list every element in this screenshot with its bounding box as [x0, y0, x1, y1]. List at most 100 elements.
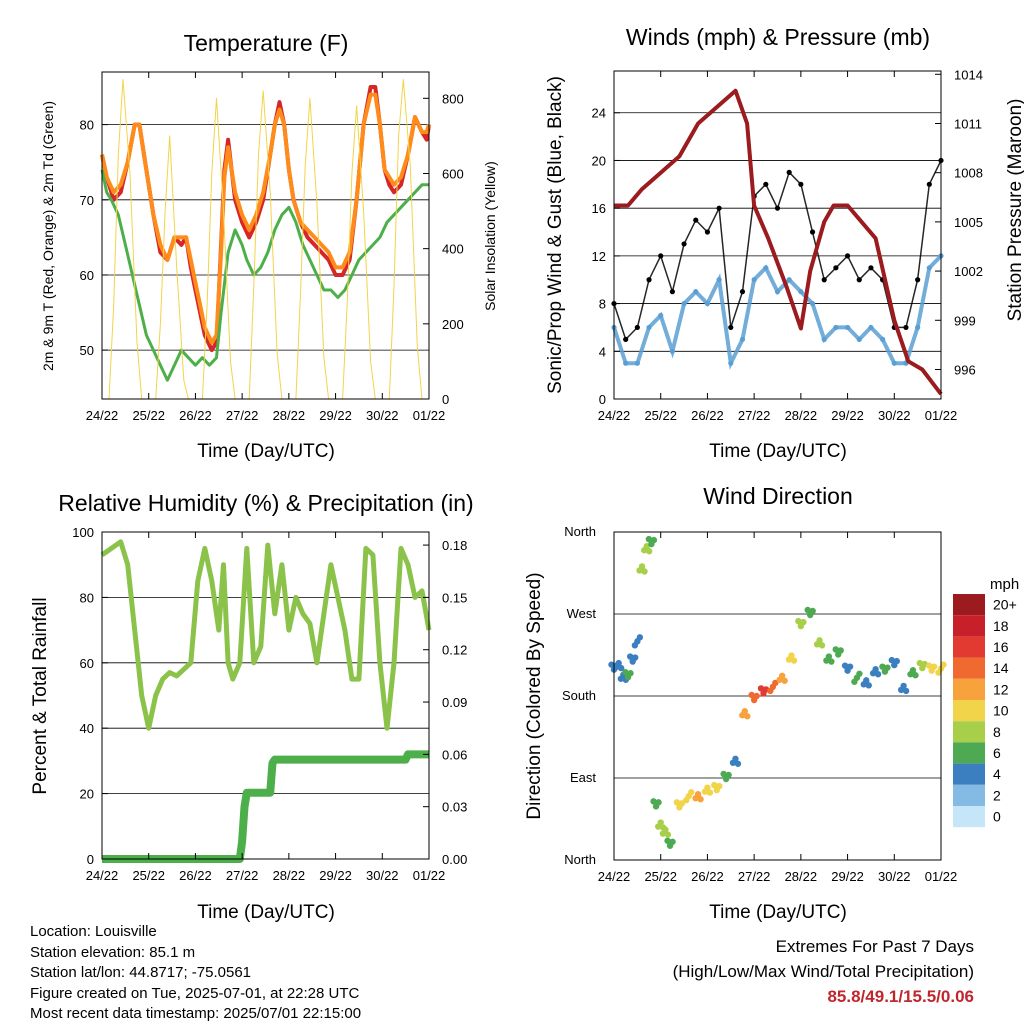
x-tick-label: 01/22 [925, 408, 958, 423]
colorbar-label: 8 [993, 724, 1001, 740]
humidity-ylabel-left: Percent & Total Rainfall [30, 597, 51, 794]
y2-tick-label: 200 [442, 317, 464, 332]
direction-point [617, 664, 625, 672]
direction-point [879, 663, 886, 670]
x-tick-label: 24/22 [598, 869, 631, 884]
x-tick-label: 28/22 [273, 868, 306, 883]
direction-point [912, 672, 919, 679]
direction-point [704, 784, 711, 791]
direction-point [790, 657, 798, 664]
direction-point [778, 672, 786, 679]
colorbar-label: 4 [993, 766, 1001, 782]
colorbar-swatch [953, 657, 985, 679]
direction-point [626, 653, 634, 660]
y-tick-label: North [564, 524, 596, 539]
humidity-plot-frame [101, 531, 430, 860]
temperature-title: Temperature (F) [184, 30, 349, 56]
y2-tick-label: 1005 [954, 215, 983, 230]
colorbar-label: 2 [993, 787, 1001, 803]
y2-tick-label: 996 [954, 362, 976, 377]
colorbar-label: 0 [993, 809, 1001, 825]
direction-point [940, 661, 947, 668]
x-tick-label: 26/22 [691, 869, 724, 884]
winds-ylabel-right: Station Pressure (Maroon) [1005, 99, 1024, 322]
x-tick-label: 25/22 [644, 408, 677, 423]
station-info: Location: Louisville Station elevation: … [30, 922, 361, 1025]
colorbar-title: mph [990, 576, 1019, 593]
x-tick-label: 26/22 [179, 408, 212, 423]
y2-tick-label: 0.18 [442, 538, 467, 553]
direction-point [795, 617, 802, 625]
y-tick-label: 40 [80, 721, 94, 736]
direction-point [694, 791, 702, 798]
direction-point [631, 654, 639, 661]
direction-point [641, 568, 648, 575]
x-tick-label: 28/22 [785, 408, 818, 423]
y2-tick-label: 0.09 [442, 695, 467, 710]
winds-panel: Winds (mph) & Pressure (mb) 24/22 25/22 26… [545, 24, 1024, 462]
y-tick-label: 0 [87, 852, 94, 867]
temperature-xlabel: Time (Day/UTC) [197, 441, 335, 462]
x-tick-label: 25/22 [644, 869, 677, 884]
temperature-panel: Temperature (F) 24/22 25/22 26/22 27/22 28/2… [40, 30, 498, 462]
temperature-ylabel-right: Solar Insolation (Yellow) [482, 161, 498, 311]
x-tick-label: 26/22 [179, 868, 212, 883]
x-tick-label: 24/22 [86, 408, 119, 423]
y-tick-label: 60 [80, 656, 94, 671]
y-tick-label: South [562, 688, 596, 703]
direction-point [818, 642, 826, 649]
x-tick-label: 25/22 [132, 868, 165, 883]
extremes-values: 85.8/49.1/15.5/0.06 [827, 987, 974, 1006]
y-tick-label: 4 [599, 344, 606, 359]
direction-point [900, 682, 907, 690]
y-tick-label: 80 [80, 590, 94, 605]
direction-point [732, 755, 739, 762]
x-tick-label: 29/22 [831, 869, 864, 884]
series-line [614, 88, 943, 396]
extremes-box: Extremes For Past 7 Days (High/Low/Max W… [673, 934, 974, 1009]
y2-tick-label: 1014 [954, 67, 983, 82]
y-tick-label: 100 [72, 525, 94, 540]
direction-point [846, 663, 854, 670]
y2-tick-label: 0.15 [442, 590, 467, 605]
station-elevation: Station elevation: 85.1 m [30, 943, 196, 961]
y-tick-label: 12 [592, 249, 606, 264]
direction-point [856, 670, 863, 677]
colorbar-label: 10 [993, 703, 1009, 719]
x-tick-label: 01/22 [925, 869, 958, 884]
direction-point [804, 606, 811, 614]
colorbar-label: 20+ [993, 597, 1017, 613]
colorbar-label: 12 [993, 681, 1009, 697]
direction-point [925, 662, 933, 669]
x-tick-label: 28/22 [785, 869, 818, 884]
direction-point [622, 669, 629, 676]
direction-point [888, 656, 895, 664]
direction-point [688, 789, 695, 796]
direction-ylabel-left: Direction (Colored By Speed) [524, 572, 545, 819]
colorbar-label: 6 [993, 745, 1001, 761]
y-tick-label: 24 [592, 106, 606, 121]
y2-tick-label: 999 [954, 313, 976, 328]
colorbar-label: 14 [993, 660, 1009, 676]
y-tick-label: 50 [80, 343, 94, 358]
direction-point [636, 634, 644, 641]
y-tick-label: 60 [80, 268, 94, 283]
direction-point [809, 607, 816, 615]
direction-point [720, 770, 727, 778]
direction-point [744, 713, 751, 720]
y2-tick-label: 400 [442, 242, 464, 257]
x-tick-label: 29/22 [831, 408, 864, 423]
direction-point [930, 663, 938, 670]
series-line [100, 169, 429, 382]
direction-point [646, 548, 653, 555]
direction-point [664, 831, 672, 838]
direction-point [638, 563, 646, 570]
direction-point [837, 647, 844, 654]
colorbar-swatch [953, 806, 985, 828]
y2-tick-label: 0.03 [442, 800, 467, 815]
direction-point [841, 662, 849, 669]
colorbar-swatch [953, 678, 985, 700]
colorbar-label: 16 [993, 639, 1009, 655]
direction-point [664, 837, 671, 844]
direction-point [734, 760, 742, 767]
